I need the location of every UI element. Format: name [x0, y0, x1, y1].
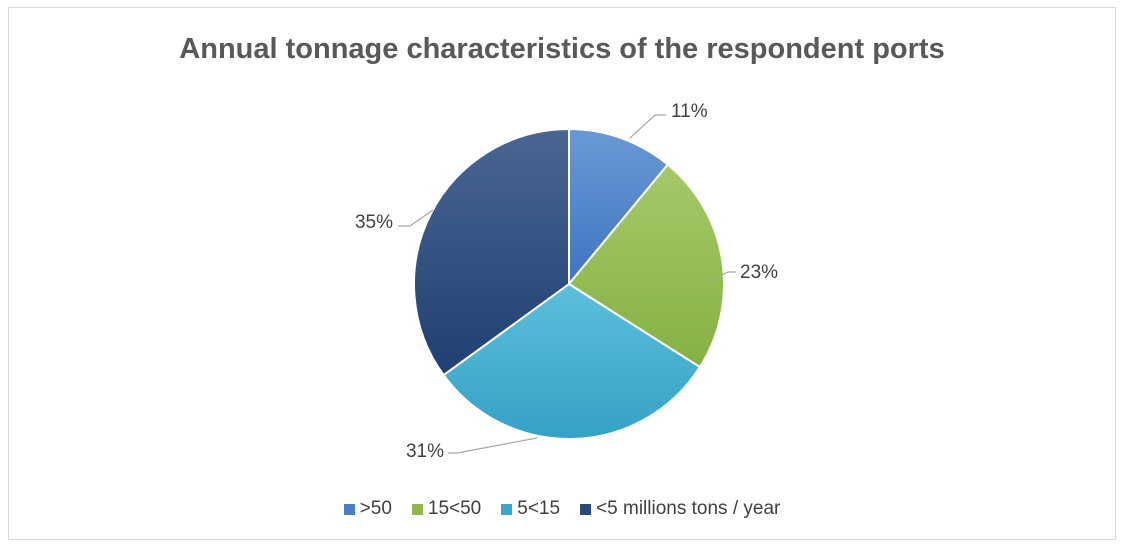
legend-swatch-1	[411, 503, 423, 515]
legend-label-0: >50	[359, 498, 392, 519]
data-label-2: 31%	[406, 441, 444, 462]
leader-line-3	[398, 209, 434, 227]
chart-title: Annual tonnage characteristics of the re…	[179, 33, 945, 65]
legend-label-3: <5 millions tons / year	[596, 498, 781, 519]
data-label-0: 11%	[671, 101, 708, 122]
legend: >50 15<50 5<15 <5 millions tons / year	[0, 498, 1124, 520]
pie-slice-2	[442, 282, 702, 440]
legend-entry-2: 5<15	[501, 498, 560, 520]
legend-label-2: 5<15	[517, 498, 561, 519]
legend-entry-1: 15<50	[411, 498, 482, 520]
pie-slice-1	[567, 163, 725, 369]
data-label-3: 35%	[355, 212, 393, 233]
legend-entry-3: <5 millions tons / year	[580, 498, 780, 520]
legend-entry-0: >50	[343, 498, 392, 520]
leader-line-1	[709, 271, 736, 282]
pie-slice-0	[568, 127, 670, 287]
legend-swatch-3	[580, 503, 592, 515]
legend-label-1: 15<50	[427, 498, 482, 519]
pie-slice-3	[413, 127, 570, 377]
legend-swatch-0	[343, 503, 355, 515]
data-label-1: 23%	[740, 262, 778, 283]
legend-swatch-2	[501, 503, 513, 515]
leader-line-0	[629, 114, 666, 139]
leader-line-2	[448, 437, 538, 454]
